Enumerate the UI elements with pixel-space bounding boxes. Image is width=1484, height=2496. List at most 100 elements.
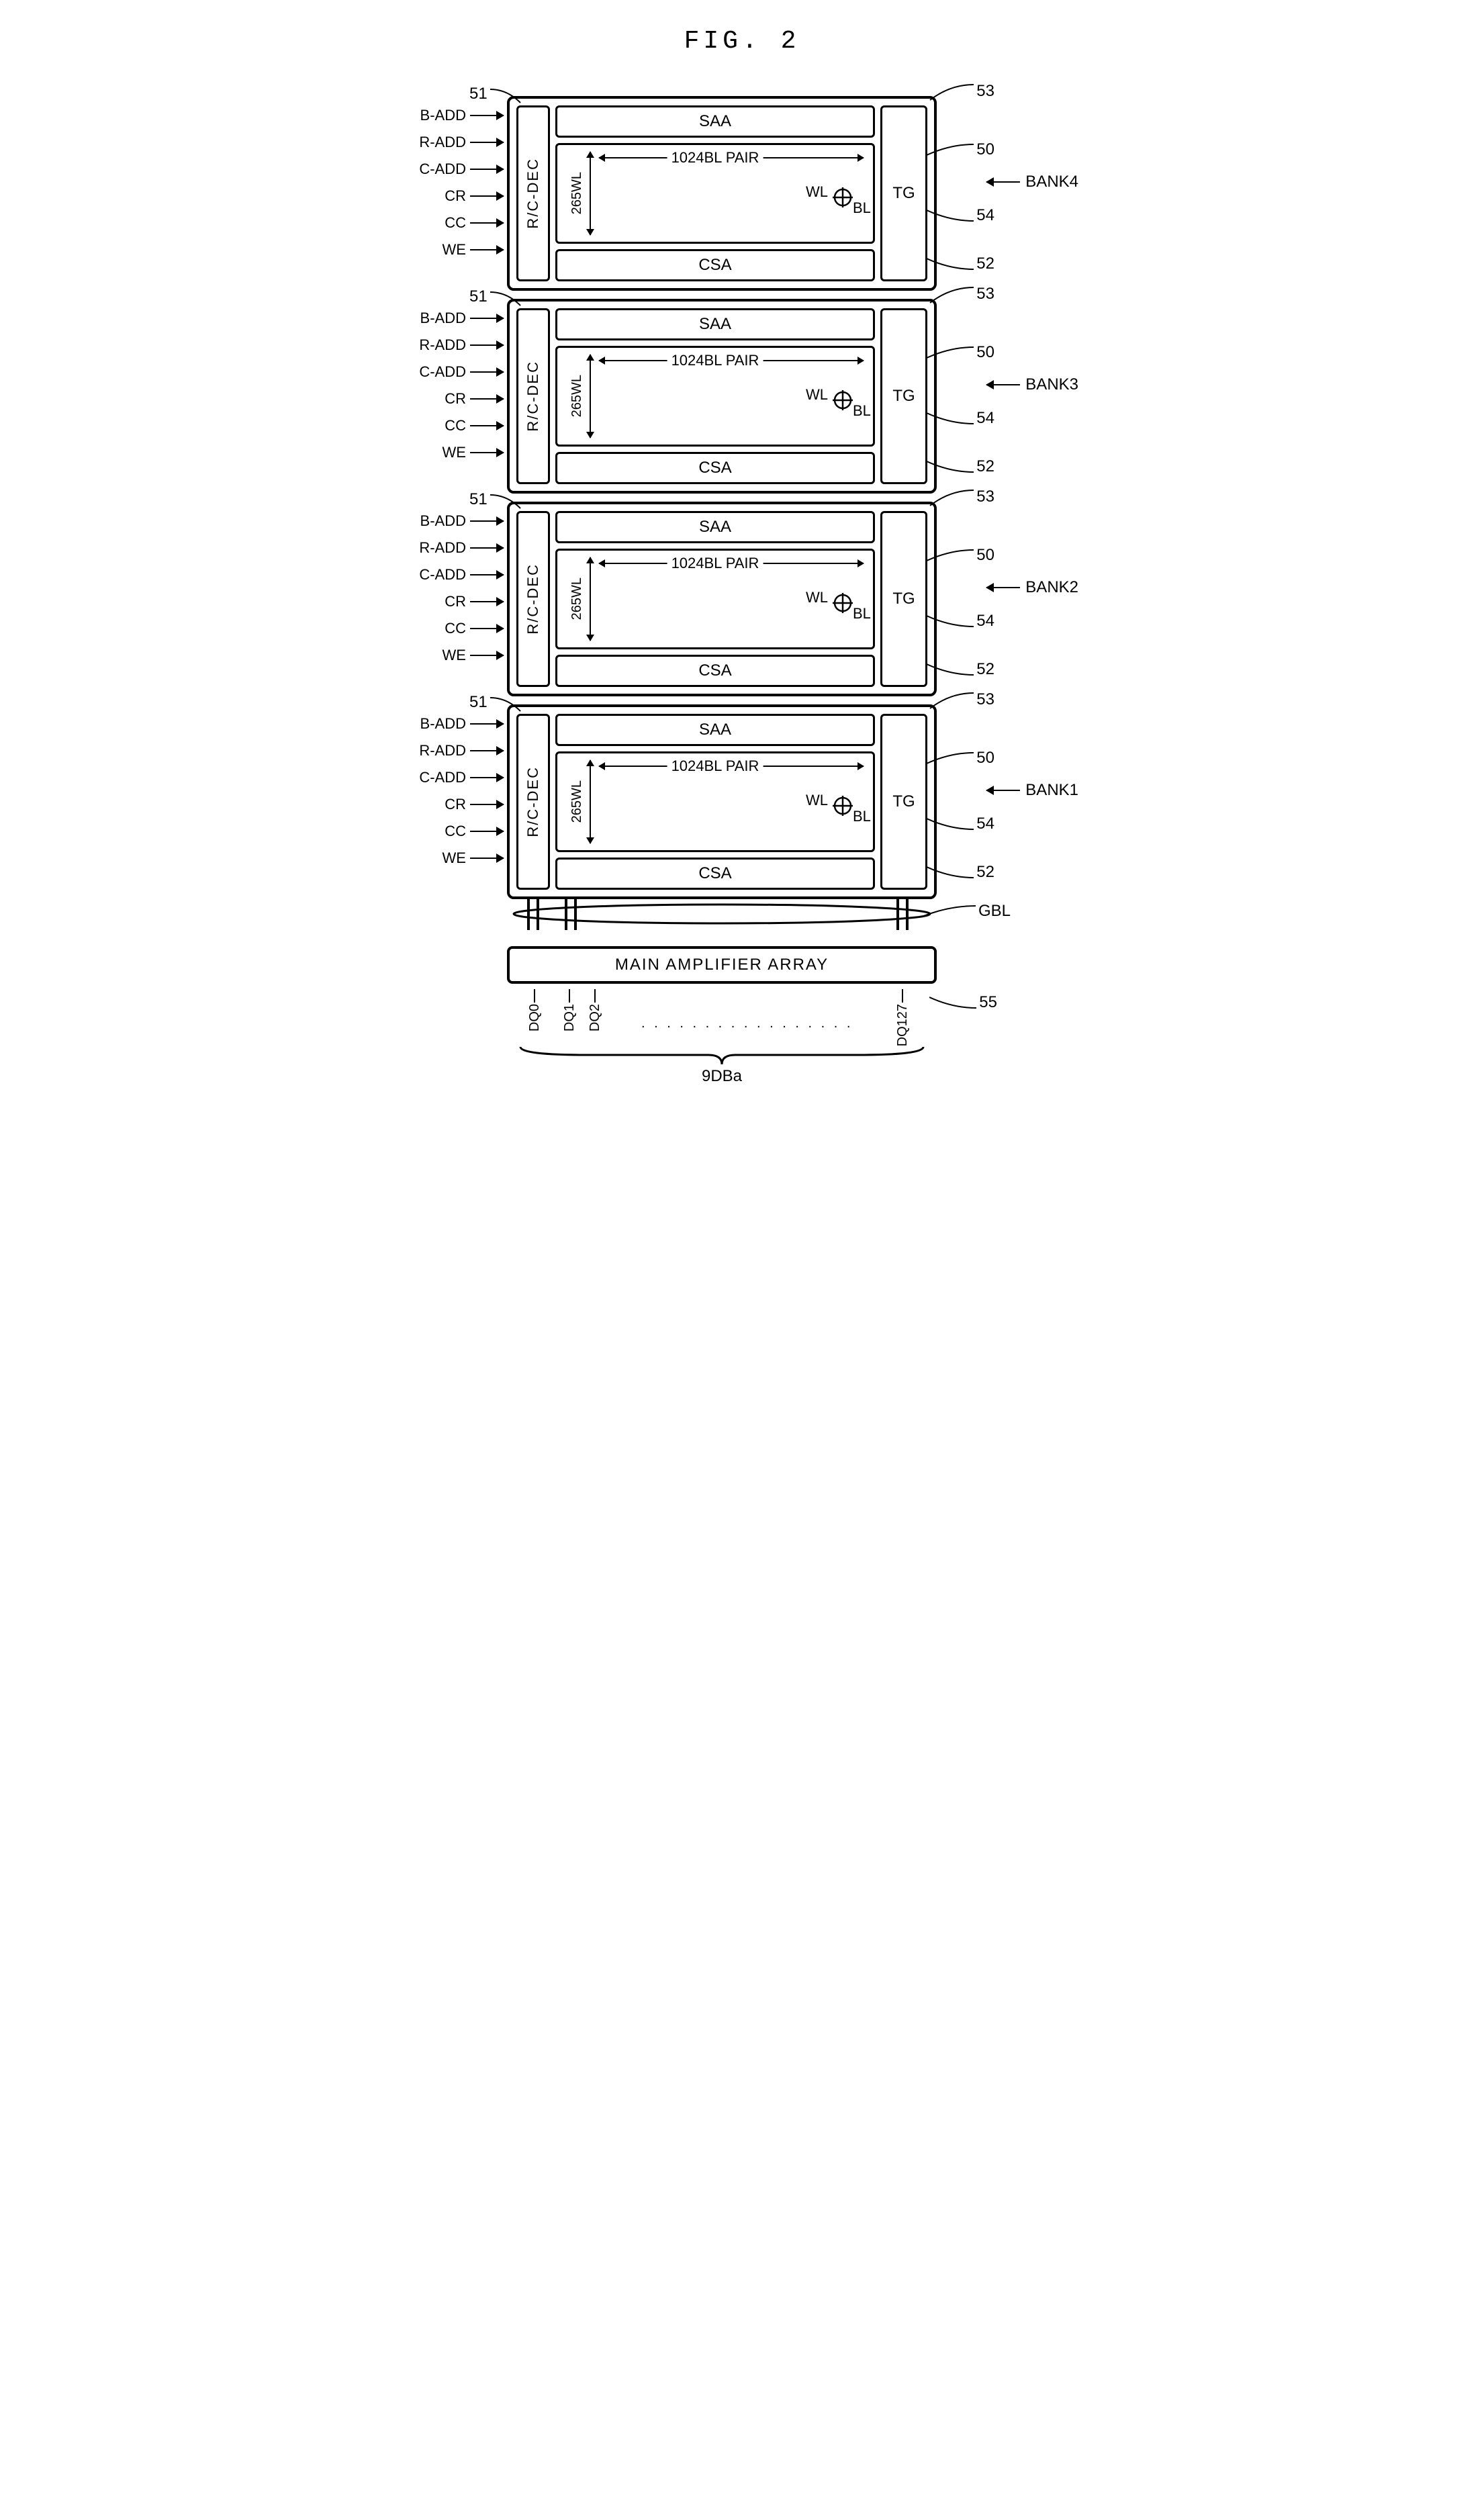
callout-50: 50 [927,140,994,159]
gbl-region: GBL [507,902,937,926]
callout-53: 53 [927,284,994,304]
dq-labels: DQ0 DQ1 DQ2 . . . . . . . . . . . . . . … [507,989,937,1043]
rc-dec-block: R/C-DEC [516,105,550,281]
callout-52: 52 [927,255,994,273]
callout-53: 53 [927,487,994,507]
arrow-icon [470,804,504,805]
signal-name: CC [409,214,466,232]
wl-count-label: 265WL [568,150,586,236]
main-amplifier-array: MAIN AMPLIFIER ARRAY [507,946,937,984]
saa-block: SAA [555,105,875,138]
arrow-icon [470,574,504,575]
bank2-label: BANK2 [986,578,1078,597]
signal-name: R-ADD [409,134,466,151]
arrow-icon [470,547,504,549]
tg-block: TG [880,308,927,484]
signal-name: WE [409,241,466,259]
cell-array-block: 265WL 1024BL PAIR WL BL [555,751,875,852]
arrow-icon [470,858,504,859]
csa-block: CSA [555,858,875,890]
cell-array-block: 265WL 1024BL PAIR WL BL [555,143,875,244]
callout-51: 51 [469,692,524,712]
callout-54: 54 [927,815,994,833]
callout-53: 53 [927,690,994,710]
callout-gbl: GBL [922,902,1011,921]
signal-row: CC [409,214,504,232]
tg-block: TG [880,105,927,281]
callout-54: 54 [927,409,994,428]
rc-dec-block: R/C-DEC [516,308,550,484]
signal-name: C-ADD [409,160,466,178]
callout-50: 50 [927,749,994,768]
arrow-icon [986,181,1020,183]
arrow-icon [470,142,504,143]
brace-icon [507,1046,937,1066]
cell-array-block: 265WL 1024BL PAIR WL BL [555,549,875,649]
figure-2: FIG. 2 B-ADD R-ADD C-ADD CR CC WE R/C-DE… [406,27,1078,1086]
callout-51: 51 [469,490,524,510]
dq0: DQ0 [527,1004,543,1031]
signal-row: CC [409,417,504,434]
bank4-label: BANK4 [986,173,1078,191]
callout-54: 54 [927,206,994,225]
arrow-icon [470,601,504,602]
tg-block: TG [880,714,927,890]
bank1-label: BANK1 [986,781,1078,800]
arrow-icon [470,398,504,400]
arrow-icon [470,371,504,373]
callout-53: 53 [927,81,994,101]
signal-row: CR [409,390,504,408]
banks-container: B-ADD R-ADD C-ADD CR CC WE R/C-DEC SAA 2… [507,96,937,1086]
center-column: SAA 265WL 1024BL PAIR WL BL CSA [555,308,875,484]
arrow-icon [470,222,504,224]
rc-dec-block: R/C-DEC [516,714,550,890]
arrow-icon [470,750,504,751]
saa-block: SAA [555,714,875,746]
input-signals-bank3: B-ADD R-ADD C-ADD CR CC WE [409,310,504,461]
dq1: DQ1 [562,1004,577,1031]
callout-51: 51 [469,287,524,307]
arrow-icon [470,628,504,629]
input-signals-bank1: B-ADD R-ADD C-ADD CR CC WE [409,715,504,867]
vertical-dim-arrow [590,355,591,438]
bank3-label: BANK3 [986,375,1078,394]
bl-pair-label: 1024BL PAIR [667,149,763,167]
signal-name: CR [409,187,466,205]
arrow-icon [986,384,1020,385]
callout-52: 52 [927,457,994,476]
cross-icon [833,593,853,613]
arrow-icon [470,520,504,522]
arrow-icon [470,655,504,656]
signal-row: B-ADD [409,107,504,124]
callout-52: 52 [927,660,994,679]
arrow-icon [470,452,504,453]
signal-row: WE [409,444,504,461]
dq127: DQ127 [895,1004,911,1046]
bus-name: 9DBa [507,1067,937,1086]
cross-icon [833,796,853,816]
bl-label: BL [853,199,871,217]
callout-52: 52 [927,863,994,882]
signal-row: B-ADD [409,310,504,327]
input-signals-bank4: B-ADD R-ADD C-ADD CR CC WE [409,107,504,259]
bank-1: B-ADD R-ADD C-ADD CR CC WE R/C-DEC SAA 2… [507,704,937,899]
bank-2: B-ADD R-ADD C-ADD CR CC WE R/C-DEC SAA 2… [507,502,937,696]
arrow-icon [470,723,504,725]
arrow-icon [470,425,504,426]
input-signals-bank2: B-ADD R-ADD C-ADD CR CC WE [409,512,504,664]
callout-50: 50 [927,343,994,362]
bank-4: B-ADD R-ADD C-ADD CR CC WE R/C-DEC SAA 2… [507,96,937,291]
arrow-icon [470,831,504,832]
cross-icon [833,187,853,207]
signal-row: CR [409,187,504,205]
dq2: DQ2 [588,1004,603,1031]
csa-block: CSA [555,655,875,687]
signal-row: WE [409,241,504,259]
saa-block: SAA [555,308,875,340]
arrow-icon [470,115,504,116]
signal-row: C-ADD [409,363,504,381]
wl-bl-cross: WL BL [833,187,853,207]
arrow-icon [470,777,504,778]
saa-block: SAA [555,511,875,543]
cross-icon [833,390,853,410]
